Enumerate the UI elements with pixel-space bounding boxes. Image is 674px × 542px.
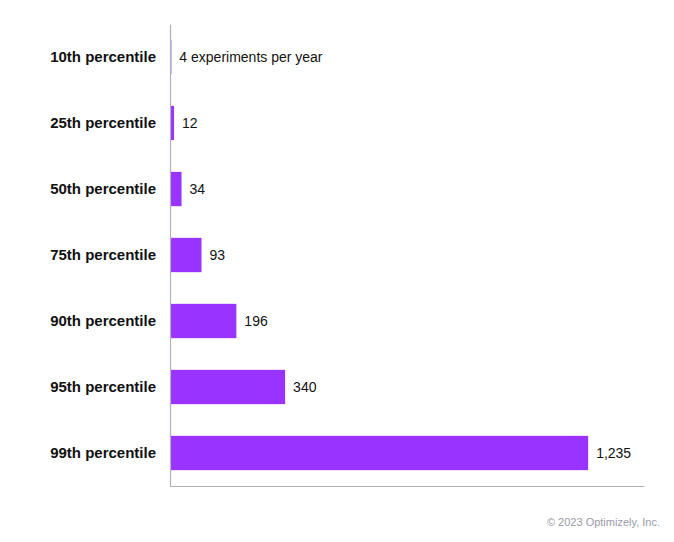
data-labels: 4 experiments per year 12 34 93 196 340 1,235 [179, 49, 631, 461]
bar [170, 304, 236, 338]
x-axis-line [171, 486, 645, 487]
y-tick: 25th percentile [50, 114, 156, 131]
y-axis-line [170, 25, 171, 487]
bar [170, 370, 285, 404]
data-label: 340 [293, 379, 317, 395]
bar [170, 172, 182, 206]
y-tick-label: 90th percentile [50, 312, 156, 329]
y-tick-label: 50th percentile [50, 180, 156, 197]
data-label: 34 [190, 181, 206, 197]
x-axis [171, 486, 645, 487]
y-tick: 90th percentile [50, 312, 156, 329]
data-label: 4 experiments per year [179, 49, 323, 65]
y-tick: 10th percentile [50, 48, 156, 65]
y-tick: 95th percentile [50, 378, 156, 395]
y-tick-label: 75th percentile [50, 246, 156, 263]
y-tick-label: 25th percentile [50, 114, 156, 131]
chart-svg: 10th percentile 25th percentile 50th perce… [0, 0, 674, 542]
y-tick: 99th percentile [50, 444, 156, 461]
y-tick: 50th percentile [50, 180, 156, 197]
y-tick-label: 99th percentile [50, 444, 156, 461]
data-label: 93 [209, 247, 225, 263]
annotation: © 2023 Optimizely, Inc. [547, 516, 660, 528]
data-label: 12 [182, 115, 198, 131]
y-tick: 75th percentile [50, 246, 156, 263]
data-label: 196 [244, 313, 268, 329]
y-axis: 10th percentile 25th percentile 50th perce… [50, 25, 170, 487]
y-tick-label: 95th percentile [50, 378, 156, 395]
bars [170, 40, 588, 470]
bar [170, 436, 588, 470]
bar [170, 238, 201, 272]
data-label: 1,235 [596, 445, 631, 461]
plot-area: 10th percentile 25th percentile 50th perce… [50, 25, 644, 487]
y-tick-label: 10th percentile [50, 48, 156, 65]
